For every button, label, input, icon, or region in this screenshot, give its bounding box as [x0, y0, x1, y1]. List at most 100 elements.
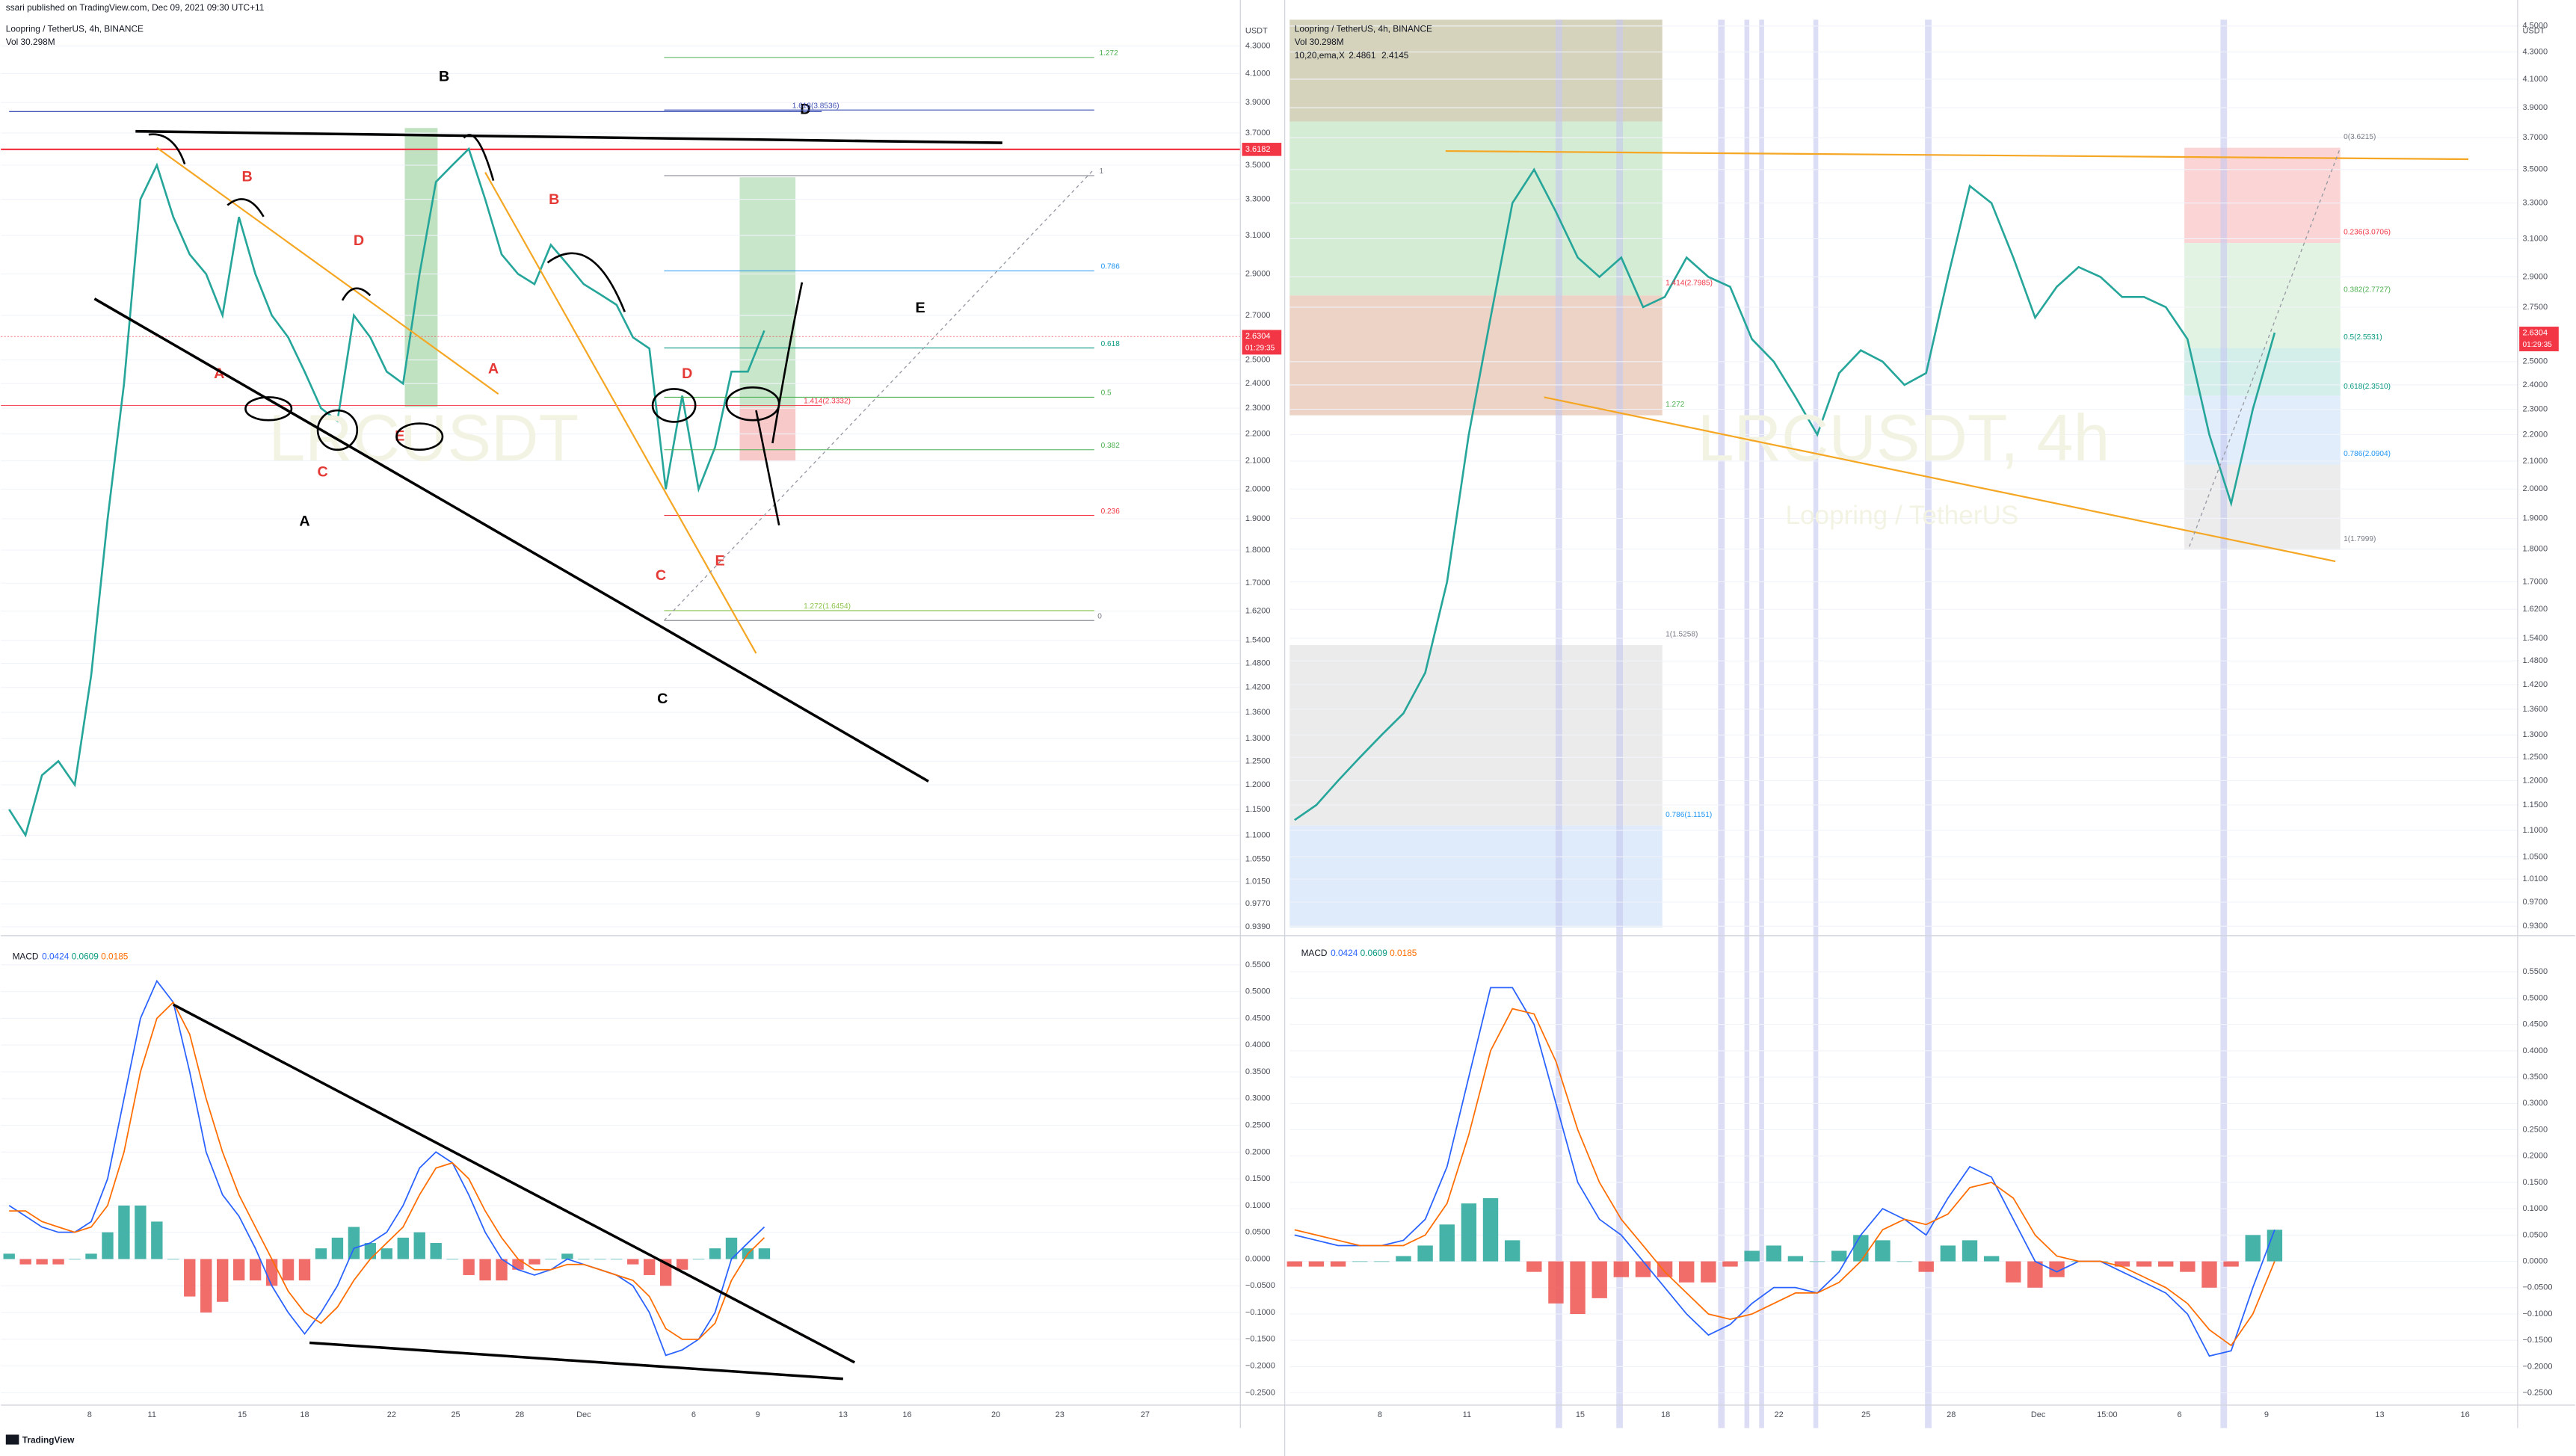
y-tick-label: −0.1500 — [1245, 1335, 1275, 1344]
histogram-bar — [3, 1253, 15, 1259]
histogram-bar — [1787, 1256, 1804, 1262]
x-tick-label: 15 — [1576, 1410, 1585, 1419]
histogram-bar — [1962, 1240, 1978, 1262]
fib-label: 0.786(2.0904) — [2344, 450, 2391, 458]
countdown: 01:29:35 — [1245, 344, 1275, 352]
session-band — [1744, 19, 1750, 1428]
histogram-bar — [709, 1248, 721, 1259]
watermark-sub: Loopring / TetherUS — [1785, 501, 2018, 530]
wave-label: C — [656, 567, 666, 584]
y-tick-label: 2.5000 — [2523, 357, 2548, 366]
trend-line — [135, 129, 1002, 144]
fib-label: 0.618(2.3510) — [2344, 383, 2391, 391]
histogram-bar — [2006, 1261, 2021, 1283]
y-tick-label: 0.2000 — [2523, 1152, 2548, 1161]
y-tick-label: −0.1000 — [1245, 1308, 1275, 1317]
histogram-bar — [2180, 1261, 2196, 1272]
arrow-arc — [771, 282, 804, 444]
y-tick-label: 1.3600 — [1245, 708, 1271, 717]
histogram-bar — [1482, 1198, 1499, 1262]
histogram-bar — [1831, 1250, 1847, 1262]
wave-label: A — [299, 513, 309, 530]
histogram-bar — [1548, 1261, 1564, 1304]
x-tick-label: 13 — [2375, 1410, 2384, 1419]
y-tick-label: 1.5400 — [2523, 634, 2548, 643]
y-tick-label: 2.2000 — [2523, 430, 2548, 439]
chart-title: Loopring / TetherUS, 4h, BINANCE — [1295, 24, 1432, 34]
x-tick-label: 18 — [300, 1410, 309, 1419]
macd-line — [1294, 1008, 2275, 1347]
y-tick-label: 2.9000 — [2523, 272, 2548, 281]
histogram-bar — [249, 1259, 262, 1281]
circle-mark — [651, 388, 697, 423]
x-tick-label: 28 — [515, 1410, 524, 1419]
y-tick-label: 2.3000 — [1245, 404, 1271, 413]
y-tick-label: 1.3000 — [1245, 734, 1271, 743]
y-tick-label: 1.1000 — [1245, 830, 1271, 839]
channel-line — [156, 146, 499, 395]
circle-mark — [395, 422, 444, 451]
y-tick-label: 0.4000 — [1245, 1040, 1271, 1049]
y-tick-label: 4.5000 — [2523, 22, 2548, 31]
histogram-bar — [1875, 1240, 1891, 1262]
histogram-bar — [1701, 1261, 1716, 1283]
fib-label: 1.272(1.6454) — [804, 602, 851, 611]
histogram-bar — [2027, 1261, 2043, 1288]
histogram-bar — [1330, 1261, 1346, 1267]
histogram-bar — [151, 1221, 163, 1259]
histogram-bar — [1613, 1261, 1630, 1277]
fib-zone — [2184, 147, 2341, 244]
price-tag-bg — [1242, 330, 1282, 355]
wave-label: C — [657, 691, 668, 707]
x-tick-label: Dec — [2031, 1410, 2046, 1419]
x-tick-label: 6 — [691, 1410, 696, 1419]
arrow-arc — [341, 287, 372, 301]
wave-label: A — [488, 360, 499, 377]
x-tick-label: 18 — [1661, 1410, 1670, 1419]
histogram-bar — [19, 1259, 31, 1265]
histogram-bar — [397, 1237, 409, 1259]
y-tick-label: 1.3000 — [2523, 730, 2548, 739]
histogram-bar — [1918, 1261, 1934, 1272]
y-tick-label: 1.5400 — [1245, 636, 1271, 645]
y-tick-label: −0.2000 — [2523, 1362, 2553, 1371]
fib-label: 0.786 — [1101, 263, 1121, 271]
fib-label: 0.382(2.7727) — [2344, 286, 2391, 294]
wave-label: C — [318, 464, 328, 481]
y-tick-label: 3.1000 — [2523, 234, 2548, 243]
histogram-bar — [2267, 1230, 2283, 1262]
y-tick-label: 1.1500 — [2523, 801, 2548, 809]
watermark: LRCUSDT — [268, 401, 579, 475]
y-tick-label: 0.0000 — [1245, 1254, 1271, 1263]
y-axis-unit: USDT — [1245, 27, 1268, 36]
wave-label: D — [682, 365, 692, 382]
y-tick-label: 1.9000 — [1245, 514, 1271, 523]
histogram-bar — [1766, 1245, 1781, 1262]
histogram-bar — [118, 1205, 130, 1259]
fib-label: 0 — [1097, 612, 1102, 620]
x-tick-label: 13 — [839, 1410, 848, 1419]
circle-mark — [316, 409, 359, 451]
x-tick-label: 8 — [87, 1410, 92, 1419]
y-tick-label: 0.2500 — [1245, 1120, 1271, 1129]
y-tick-label: 0.3000 — [1245, 1094, 1271, 1103]
x-tick-label: 9 — [756, 1410, 760, 1419]
x-tick-label: 11 — [1463, 1410, 1471, 1419]
y-tick-label: 2.7000 — [1245, 311, 1271, 320]
y-tick-label: 0.1000 — [1245, 1201, 1271, 1210]
wave-label: B — [549, 191, 559, 208]
histogram-bar — [561, 1253, 573, 1259]
histogram-bar — [52, 1259, 64, 1265]
x-tick-label: 22 — [387, 1410, 396, 1419]
zone — [1289, 19, 1663, 122]
y-tick-label: 0.5500 — [2523, 967, 2548, 976]
histogram-bar — [232, 1259, 245, 1281]
y-tick-label: 2.3000 — [2523, 404, 2548, 413]
histogram-bar — [2223, 1261, 2239, 1267]
histogram-bar — [1570, 1261, 1586, 1314]
y-tick-label: 1.2000 — [2523, 776, 2548, 785]
y-tick-label: 4.3000 — [1245, 41, 1271, 50]
histogram-bar — [200, 1259, 212, 1313]
histogram-bar — [1417, 1245, 1433, 1262]
histogram-bar — [1722, 1261, 1738, 1267]
